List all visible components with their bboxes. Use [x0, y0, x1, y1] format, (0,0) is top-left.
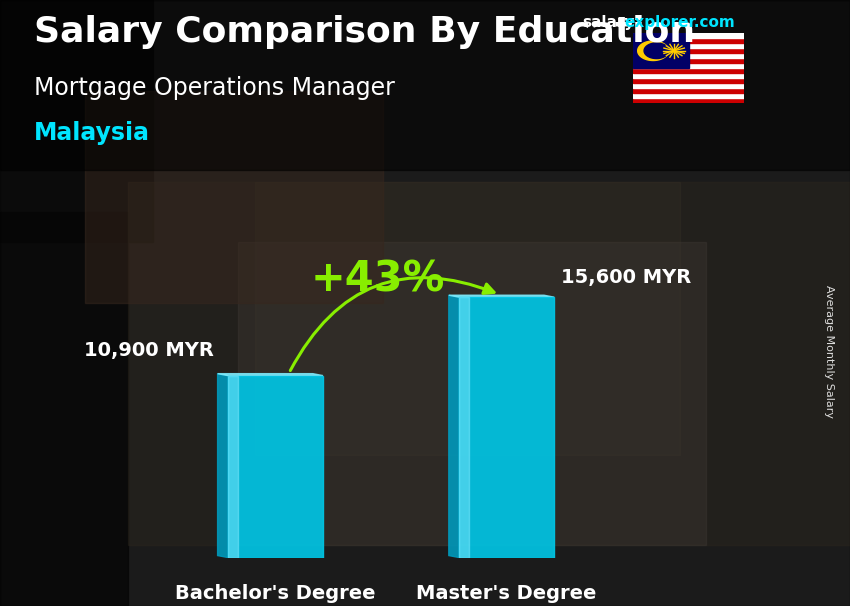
- Text: Malaysia: Malaysia: [34, 121, 150, 145]
- Bar: [255, 182, 680, 454]
- Bar: [85, 91, 382, 303]
- Polygon shape: [459, 297, 554, 558]
- Text: 10,900 MYR: 10,900 MYR: [84, 341, 214, 360]
- Bar: [633, 98, 744, 103]
- Text: +43%: +43%: [310, 258, 445, 300]
- Text: Bachelor's Degree: Bachelor's Degree: [175, 584, 376, 602]
- Polygon shape: [218, 374, 228, 558]
- Bar: [633, 63, 744, 68]
- Text: explorer.com: explorer.com: [625, 15, 735, 30]
- Polygon shape: [638, 41, 668, 61]
- Bar: [633, 73, 744, 78]
- Bar: [633, 58, 744, 63]
- Bar: [633, 48, 744, 53]
- Text: Average Monthly Salary: Average Monthly Salary: [824, 285, 834, 418]
- Bar: [633, 33, 688, 68]
- Bar: [0, 212, 128, 606]
- Bar: [633, 33, 744, 38]
- Bar: [0, 0, 153, 242]
- Bar: [238, 242, 706, 545]
- Polygon shape: [228, 376, 238, 558]
- Bar: [633, 78, 744, 83]
- Bar: [633, 93, 744, 98]
- Polygon shape: [449, 295, 459, 558]
- Polygon shape: [644, 43, 668, 59]
- Polygon shape: [459, 297, 469, 558]
- Polygon shape: [449, 295, 554, 297]
- Bar: [0, 0, 850, 170]
- Text: Salary Comparison By Education: Salary Comparison By Education: [34, 15, 695, 49]
- Text: 15,600 MYR: 15,600 MYR: [561, 268, 691, 287]
- Bar: [633, 68, 744, 73]
- Bar: [633, 83, 744, 88]
- Text: salary: salary: [582, 15, 635, 30]
- Text: Master's Degree: Master's Degree: [416, 584, 597, 602]
- Bar: [633, 38, 744, 43]
- Bar: [633, 43, 744, 48]
- Polygon shape: [218, 374, 323, 376]
- Text: Mortgage Operations Manager: Mortgage Operations Manager: [34, 76, 395, 100]
- Polygon shape: [228, 376, 323, 558]
- Bar: [633, 53, 744, 58]
- Bar: [633, 88, 744, 93]
- Bar: [128, 182, 850, 545]
